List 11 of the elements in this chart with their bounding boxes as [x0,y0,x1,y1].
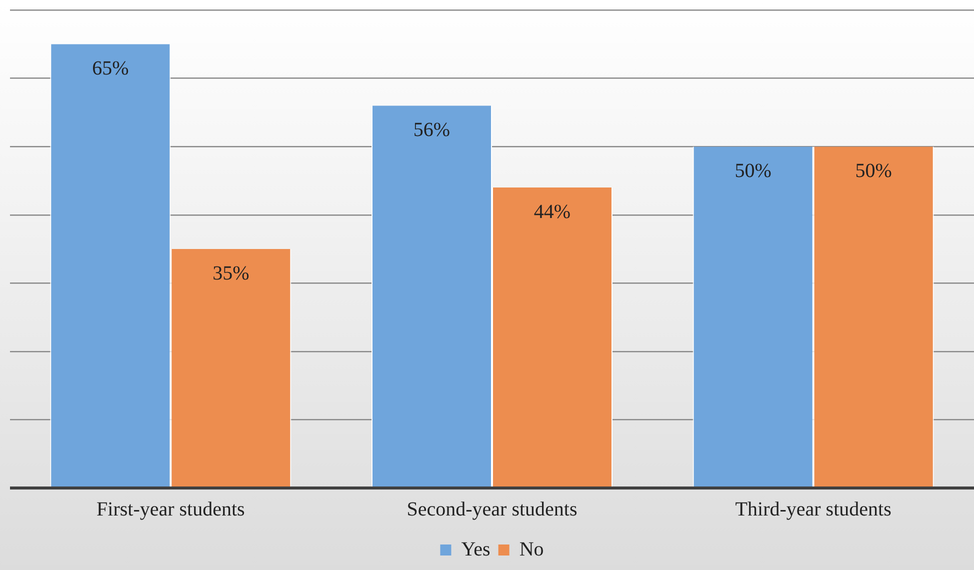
x-tick-label: Second-year students [406,498,578,520]
x-tick-label: Third-year students [735,498,892,520]
data-label: 65% [92,57,129,80]
x-tick-label: First-year students [96,498,246,520]
data-label: 50% [855,160,892,182]
legend-label: Yes [461,538,491,560]
data-label: 44% [534,200,571,223]
data-label: 50% [734,160,772,182]
data-label: 56% [413,118,450,141]
data-label: 35% [212,262,250,284]
legend-label: No [519,538,544,560]
